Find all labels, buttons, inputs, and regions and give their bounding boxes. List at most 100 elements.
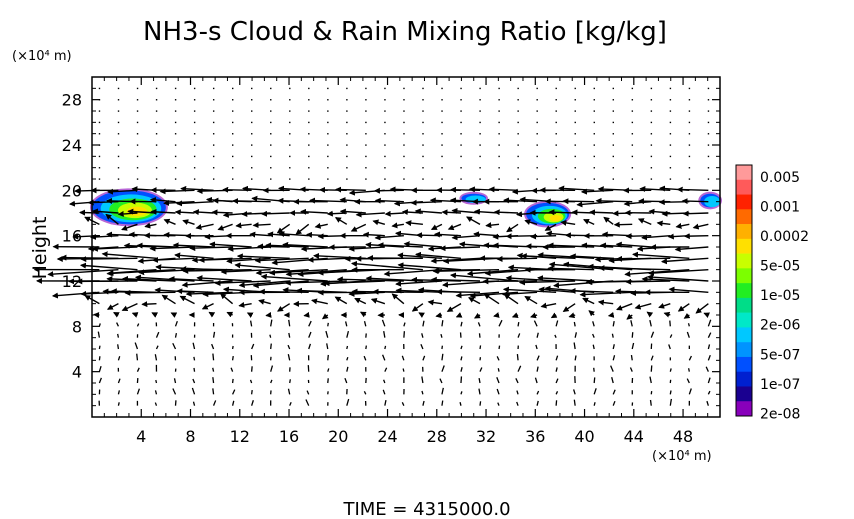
wind-dot bbox=[384, 87, 386, 90]
wind-arrow bbox=[234, 262, 290, 271]
wind-arrow bbox=[459, 402, 462, 406]
wind-arrow bbox=[554, 334, 557, 338]
wind-dot bbox=[479, 144, 481, 146]
wind-arrow bbox=[418, 312, 425, 318]
wind-dot bbox=[232, 110, 234, 112]
wind-arrow bbox=[466, 216, 481, 225]
wind-dot bbox=[441, 144, 443, 146]
wind-arrow bbox=[682, 210, 709, 217]
wind-dot bbox=[612, 121, 615, 124]
wind-dot bbox=[688, 133, 691, 135]
wind-arrow bbox=[305, 231, 328, 238]
wind-dot bbox=[384, 110, 386, 112]
wind-dot bbox=[270, 144, 272, 146]
wind-dot bbox=[555, 133, 557, 135]
wind-dot bbox=[574, 110, 576, 112]
legend-swatch bbox=[736, 253, 752, 269]
wind-arrow bbox=[288, 332, 291, 338]
wind-dot bbox=[460, 167, 462, 169]
wind-dot bbox=[365, 121, 367, 124]
wind-dot bbox=[174, 99, 177, 101]
wind-arrow bbox=[192, 378, 196, 384]
wind-arrow bbox=[382, 389, 386, 395]
wind-dot bbox=[365, 133, 367, 135]
wind-arrow bbox=[469, 291, 519, 299]
wind-arrow bbox=[516, 401, 519, 406]
wind-arrow bbox=[308, 331, 312, 338]
wind-arrow bbox=[478, 333, 481, 338]
wind-arrow bbox=[669, 334, 673, 338]
wind-arrow bbox=[192, 342, 196, 350]
wind-arrow bbox=[144, 222, 157, 229]
wind-dot bbox=[193, 155, 196, 158]
wind-dot bbox=[555, 178, 557, 180]
y-tick-label: 24 bbox=[62, 136, 82, 155]
wind-arrow bbox=[346, 398, 350, 406]
wind-dot bbox=[707, 144, 710, 146]
wind-arrow bbox=[232, 197, 271, 204]
wind-arrow bbox=[612, 344, 615, 350]
wind-arrow bbox=[497, 402, 500, 406]
wind-arrow bbox=[516, 354, 519, 361]
legend-label: 0.0002 bbox=[760, 229, 809, 245]
wind-dot bbox=[251, 99, 253, 101]
wind-dot bbox=[136, 110, 139, 112]
wind-arrow bbox=[473, 312, 481, 319]
wind-arrow bbox=[134, 274, 195, 282]
wind-arrow bbox=[707, 390, 711, 395]
wind-arrow bbox=[524, 219, 538, 226]
wind-arrow bbox=[612, 321, 615, 327]
wind-dot bbox=[441, 121, 443, 124]
wind-arrow bbox=[327, 378, 329, 384]
wind-arrow bbox=[707, 344, 711, 350]
wind-arrow bbox=[334, 296, 348, 305]
wind-arrow bbox=[136, 323, 140, 327]
wind-arrow bbox=[270, 343, 272, 350]
wind-arrow bbox=[208, 311, 216, 318]
wind-dot bbox=[688, 99, 691, 101]
wind-dot bbox=[327, 144, 329, 146]
wind-dot bbox=[555, 167, 557, 169]
wind-arrow bbox=[149, 245, 195, 252]
wind-arrow bbox=[196, 188, 233, 195]
wind-dot bbox=[232, 87, 234, 90]
wind-arrow bbox=[305, 399, 310, 406]
wind-arrow bbox=[384, 367, 388, 372]
wind-dot bbox=[155, 87, 158, 90]
wind-arrow bbox=[460, 367, 463, 372]
wind-arrow bbox=[648, 208, 671, 215]
wind-arrow bbox=[516, 390, 519, 395]
wind-arrow bbox=[576, 200, 614, 208]
wind-arrow bbox=[649, 320, 652, 327]
wind-arrow bbox=[688, 388, 692, 395]
wind-dot bbox=[460, 178, 462, 180]
wind-arrow bbox=[555, 367, 558, 372]
wind-arrow bbox=[574, 332, 578, 338]
wind-arrow bbox=[573, 342, 576, 350]
wind-arrow bbox=[707, 354, 711, 361]
wind-dot bbox=[212, 133, 215, 135]
wind-arrow bbox=[355, 211, 385, 218]
wind-arrow bbox=[172, 388, 177, 395]
wind-dot bbox=[631, 144, 634, 146]
wind-arrow bbox=[346, 366, 349, 372]
legend-swatch bbox=[736, 386, 752, 402]
wind-dot bbox=[117, 121, 120, 124]
wind-dot bbox=[574, 144, 576, 146]
wind-dot bbox=[460, 133, 462, 135]
wind-dot bbox=[174, 144, 177, 146]
wind-arrow bbox=[174, 209, 195, 216]
wind-arrow bbox=[98, 356, 101, 361]
wind-dot bbox=[441, 167, 443, 169]
wind-arrow bbox=[518, 279, 576, 286]
wind-dot bbox=[117, 87, 120, 90]
wind-arrow bbox=[209, 241, 252, 248]
wind-arrow bbox=[405, 220, 423, 227]
wind-arrow bbox=[231, 400, 235, 406]
wind-dot bbox=[384, 121, 386, 124]
wind-arrow bbox=[105, 213, 119, 225]
wind-dot bbox=[193, 167, 196, 169]
wind-dot bbox=[612, 167, 615, 169]
wind-arrow bbox=[168, 275, 214, 282]
wind-arrow bbox=[616, 255, 671, 262]
